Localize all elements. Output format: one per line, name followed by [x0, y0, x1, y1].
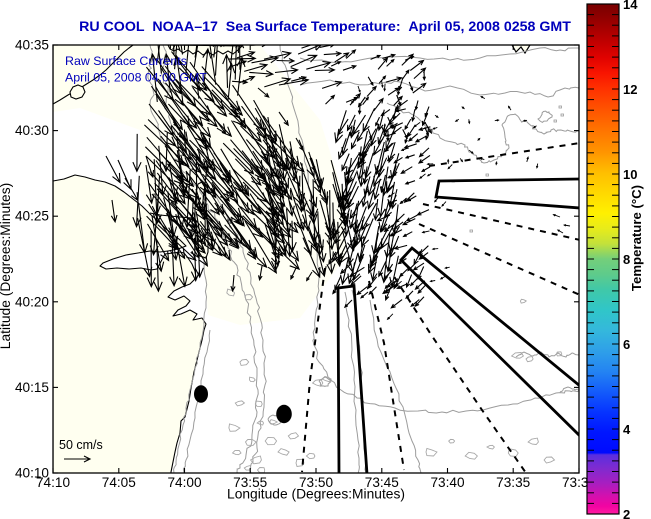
svg-text:2: 2: [623, 507, 630, 519]
svg-text:Longitude (Degrees:Minutes): Longitude (Degrees:Minutes): [227, 487, 405, 502]
svg-text:Latitude (Degrees:Minutes): Latitude (Degrees:Minutes): [0, 183, 13, 349]
svg-text:73:35: 73:35: [496, 475, 530, 490]
svg-text:April 05, 2008 04:00 GMT: April 05, 2008 04:00 GMT: [65, 71, 207, 85]
svg-text:40:20: 40:20: [15, 294, 49, 309]
svg-text:40:25: 40:25: [15, 209, 49, 224]
svg-text:14: 14: [623, 0, 638, 12]
svg-text:40:35: 40:35: [15, 38, 49, 53]
svg-text:73:40: 73:40: [430, 475, 464, 490]
svg-text:50 cm/s: 50 cm/s: [59, 438, 103, 452]
svg-text:73:50: 73:50: [299, 475, 333, 490]
svg-text:73:55: 73:55: [233, 475, 267, 490]
svg-text:40:30: 40:30: [15, 123, 49, 138]
svg-text:73:45: 73:45: [365, 475, 399, 490]
svg-text:74:05: 74:05: [102, 475, 136, 490]
svg-text:4: 4: [623, 422, 631, 437]
svg-text:40:10: 40:10: [15, 466, 49, 481]
svg-text:12: 12: [623, 82, 637, 97]
svg-text:Temperature (°C): Temperature (°C): [629, 185, 644, 291]
svg-text:74:10: 74:10: [36, 475, 70, 490]
svg-text:Raw Surface Currents: Raw Surface Currents: [65, 54, 187, 68]
svg-text:6: 6: [623, 337, 630, 352]
svg-text:RU COOL NOAA–17 Sea Surface: RU COOL NOAA–17 Sea Surface Temperature:…: [79, 19, 571, 35]
svg-text:8: 8: [623, 252, 630, 267]
svg-text:10: 10: [623, 167, 637, 182]
svg-text:74:00: 74:00: [167, 475, 201, 490]
svg-text:40:15: 40:15: [15, 380, 49, 395]
